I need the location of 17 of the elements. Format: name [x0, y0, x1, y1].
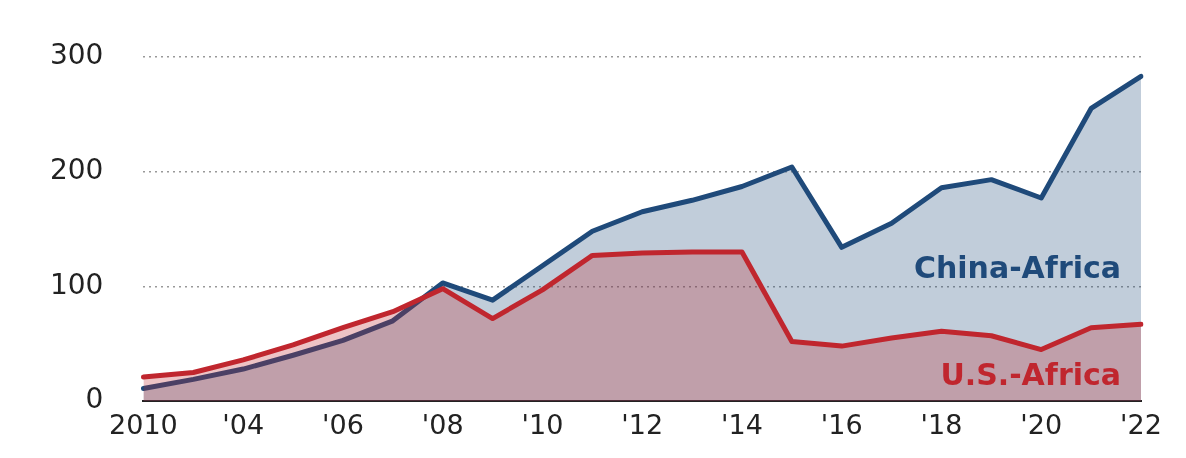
x-tick-label: 2010	[109, 409, 178, 441]
series-label: U.S.-Africa	[940, 356, 1121, 392]
y-tick-label: 0	[85, 382, 104, 416]
x-tick-label: '16	[820, 409, 863, 441]
x-tick-label: '14	[721, 409, 763, 441]
x-tick-label: '12	[621, 409, 664, 441]
series-label: China-Africa	[913, 250, 1121, 286]
x-tick-label: '22	[1120, 409, 1162, 441]
x-tick-label: '10	[521, 409, 564, 441]
x-tick-label: '20	[1020, 409, 1063, 441]
y-tick-label: 100	[49, 267, 104, 301]
x-tick-label: '06	[322, 409, 364, 441]
y-tick-label: 200	[49, 152, 104, 186]
x-tick-label: '08	[421, 409, 464, 441]
y-tick-label: 300	[49, 38, 104, 72]
x-tick-label: '04	[222, 409, 265, 441]
x-tick-label: '18	[920, 409, 963, 441]
